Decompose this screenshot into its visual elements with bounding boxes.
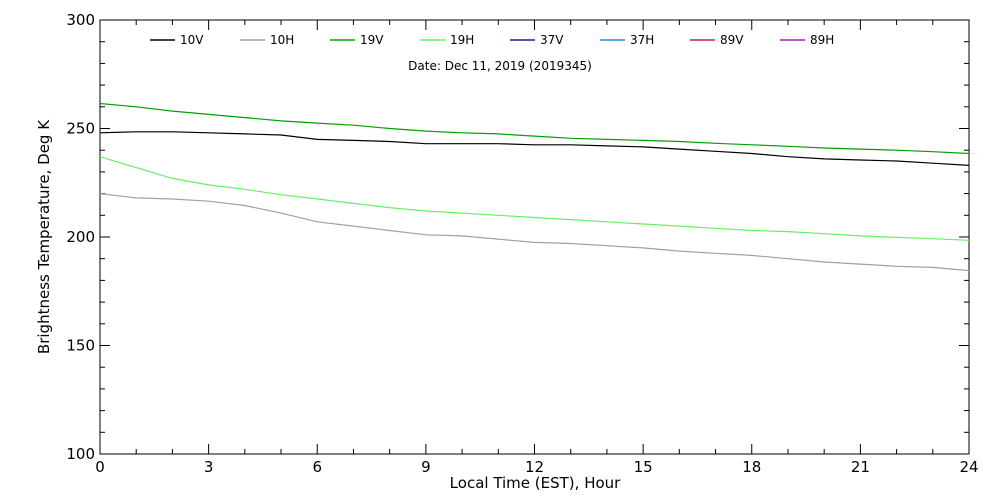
axis-tick-labels: 0 3 6 9 12 15 18 21 24 100 150 200 250 300 — [66, 11, 978, 476]
x-tick-label: 9 — [421, 458, 431, 476]
x-axis-title: Local Time (EST), Hour — [450, 474, 621, 492]
legend-label-10h: 10H — [270, 33, 294, 47]
series-line-10h — [99, 193, 970, 272]
legend-label-89h: 89H — [810, 33, 834, 47]
y-tick-label: 300 — [66, 11, 95, 29]
legend-label-19h: 19H — [450, 33, 474, 47]
x-tick-label: 6 — [312, 458, 322, 476]
legend-label-37h: 37H — [630, 33, 654, 47]
legend-label-89v: 89V — [720, 33, 744, 47]
x-tick-label: 24 — [959, 458, 978, 476]
legend-label-37v: 37V — [540, 33, 564, 47]
x-tick-label: 15 — [634, 458, 653, 476]
x-tick-label: 12 — [525, 458, 544, 476]
axis-ticks — [99, 19, 970, 455]
legend: 10V 10H 19V 19H 37V 37H 89V 89H — [150, 33, 834, 47]
plot-frame — [99, 19, 970, 455]
y-tick-label: 100 — [66, 445, 95, 463]
x-tick-label: 21 — [851, 458, 870, 476]
y-tick-label: 200 — [66, 228, 95, 246]
series-lines — [99, 102, 970, 272]
series-line-19v — [99, 102, 970, 155]
y-tick-label: 250 — [66, 120, 95, 138]
legend-label-10v: 10V — [180, 33, 204, 47]
x-tick-label: 0 — [95, 458, 105, 476]
series-line-10v — [99, 131, 970, 166]
date-annotation: Date: Dec 11, 2019 (2019345) — [408, 59, 592, 73]
y-tick-label: 150 — [66, 337, 95, 355]
series-line-19h — [99, 156, 970, 241]
y-axis-title: Brightness Temperature, Deg K — [35, 119, 53, 354]
x-tick-label: 18 — [742, 458, 761, 476]
x-tick-label: 3 — [204, 458, 214, 476]
legend-label-19v: 19V — [360, 33, 384, 47]
